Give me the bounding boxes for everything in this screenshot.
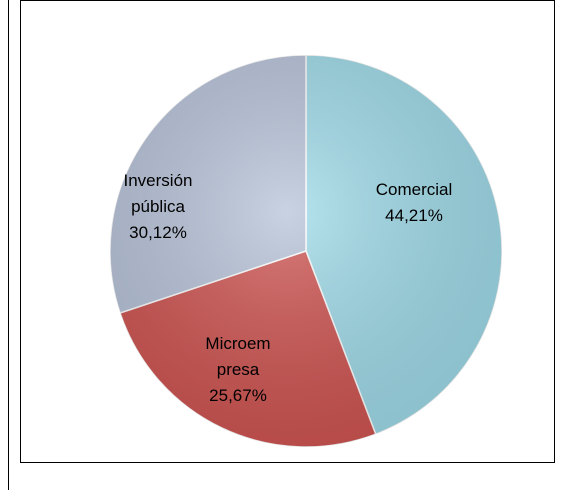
pie: [109, 54, 503, 448]
value-label: 44,21%: [385, 206, 443, 225]
value-label: 25,67%: [209, 386, 267, 405]
value-label: 30,12%: [129, 223, 187, 242]
slice-label: Inversión pública 30,12%: [121, 168, 195, 246]
category-label: Comercial: [375, 180, 453, 199]
category-label: Inversión pública: [123, 171, 193, 216]
slice-label: Comercial 44,21%: [375, 177, 453, 229]
slice-label: Microempresa 25,67%: [205, 331, 271, 409]
category-label: Microempresa: [205, 334, 271, 379]
